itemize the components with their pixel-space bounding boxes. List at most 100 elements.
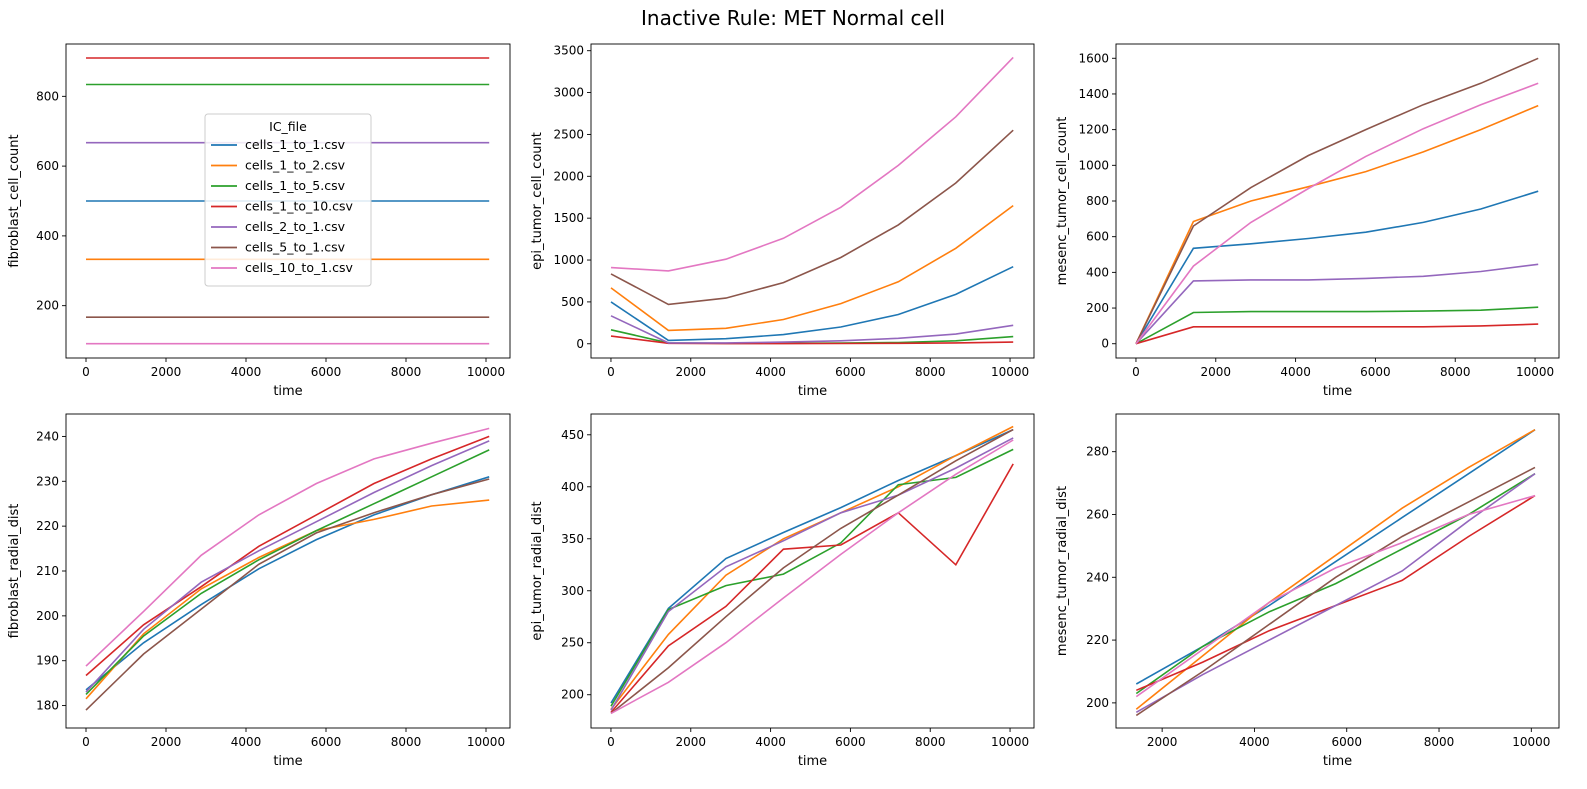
y-tick-label: 600 — [36, 159, 59, 173]
y-tick-label: 240 — [1086, 570, 1109, 584]
series-line-7 — [1135, 82, 1539, 345]
series-line-1 — [610, 428, 1014, 704]
y-tick-label: 1400 — [1078, 87, 1109, 101]
y-tick-label: 250 — [561, 636, 584, 650]
x-tick-label: 0 — [82, 735, 90, 749]
series-line-3 — [610, 448, 1014, 707]
y-tick-label: 200 — [36, 299, 59, 313]
series-line-4 — [85, 435, 490, 677]
x-tick-label: 4000 — [1239, 735, 1270, 749]
series-line-5 — [1135, 473, 1536, 713]
x-tick-label: 0 — [607, 735, 615, 749]
x-tick-label: 4000 — [231, 735, 262, 749]
y-tick-label: 1600 — [1078, 51, 1109, 65]
x-axis-label: time — [798, 384, 827, 399]
x-tick-label: 10000 — [991, 365, 1029, 379]
series-line-2 — [610, 425, 1014, 710]
x-tick-label: 2000 — [1147, 735, 1178, 749]
series-line-2 — [1135, 429, 1536, 710]
y-tick-label: 400 — [561, 480, 584, 494]
x-tick-label: 0 — [1132, 365, 1140, 379]
series-line-1 — [1135, 190, 1539, 345]
y-tick-label: 300 — [561, 584, 584, 598]
y-tick-label: 230 — [36, 474, 59, 488]
x-tick-label: 4000 — [1280, 365, 1311, 379]
chart-panel-3: 0 2000 4000 6000 8000 10000 0 200 400 600 800 1000 1… — [1055, 43, 1560, 399]
plot-frame — [65, 43, 511, 359]
y-tick-label: 180 — [36, 699, 59, 713]
legend-entry: cells_1_to_2.csv — [245, 158, 346, 173]
chart-panel-2: 0 2000 4000 6000 8000 10000 0 500 1000 1500 2000 25… — [530, 43, 1035, 399]
legend-entry: cells_1_to_10.csv — [245, 199, 354, 214]
x-tick-label: 4000 — [755, 735, 786, 749]
series-line-1 — [1135, 429, 1536, 685]
y-tick-label: 1000 — [553, 253, 584, 267]
plot-frame — [590, 413, 1035, 729]
chart-panel-6: 2000 4000 6000 8000 10000 200 220 240 260 280 time… — [1055, 413, 1560, 769]
series-line-3 — [1135, 306, 1539, 345]
y-tick-label: 400 — [36, 229, 59, 243]
y-tick-label: 200 — [1086, 301, 1109, 315]
legend-entry: cells_5_to_1.csv — [245, 240, 346, 255]
series-line-5 — [610, 315, 1014, 344]
y-tick-label: 2500 — [553, 127, 584, 141]
legend-entry: cells_2_to_1.csv — [245, 219, 346, 234]
y-tick-label: 280 — [1086, 445, 1109, 459]
y-tick-label: 220 — [1086, 633, 1109, 647]
y-tick-label: 800 — [1086, 194, 1109, 208]
series-line-6 — [85, 478, 490, 711]
x-tick-label: 10000 — [1512, 735, 1550, 749]
x-tick-label: 6000 — [311, 365, 342, 379]
series-line-1 — [85, 476, 490, 691]
y-tick-label: 3500 — [553, 44, 584, 58]
chart-panel-4: 0 2000 4000 6000 8000 10000 180 190 200 210 220 230… — [7, 413, 511, 769]
y-tick-label: 220 — [36, 519, 59, 533]
y-tick-label: 450 — [561, 428, 584, 442]
y-axis-label: fibroblast_radial_dist — [7, 504, 22, 639]
y-axis-label: fibroblast_cell_count — [7, 134, 22, 267]
x-tick-label: 8000 — [391, 365, 422, 379]
x-tick-label: 4000 — [231, 365, 262, 379]
figure-title: Inactive Rule: MET Normal cell — [641, 6, 945, 30]
x-axis-label: time — [273, 754, 302, 769]
x-tick-label: 0 — [82, 365, 90, 379]
y-tick-label: 1500 — [553, 211, 584, 225]
x-tick-label: 6000 — [311, 735, 342, 749]
y-axis-label: epi_tumor_radial_dist — [530, 501, 545, 640]
x-tick-label: 10000 — [1516, 365, 1554, 379]
y-tick-label: 200 — [561, 688, 584, 702]
series-line-7 — [610, 56, 1014, 272]
x-tick-label: 6000 — [1360, 365, 1391, 379]
chart-panel-5: 0 2000 4000 6000 8000 10000 200 250 300 350 400 450… — [530, 413, 1035, 769]
y-tick-label: 800 — [36, 89, 59, 103]
series-line-5 — [1135, 263, 1539, 345]
y-tick-label: 210 — [36, 564, 59, 578]
x-tick-label: 2000 — [676, 365, 707, 379]
y-tick-label: 190 — [36, 654, 59, 668]
x-tick-label: 8000 — [1424, 735, 1455, 749]
y-tick-label: 600 — [1086, 230, 1109, 244]
y-tick-label: 1200 — [1078, 123, 1109, 137]
series-line-5 — [610, 437, 1014, 711]
x-tick-label: 8000 — [391, 735, 422, 749]
x-tick-label: 10000 — [991, 735, 1029, 749]
legend: IC_file cells_1_to_1.csv cells_1_to_2.csvc… — [204, 113, 372, 287]
x-tick-label: 0 — [607, 365, 615, 379]
x-axis-label: time — [798, 754, 827, 769]
y-tick-label: 1000 — [1078, 158, 1109, 172]
y-tick-label: 400 — [1086, 265, 1109, 279]
legend-title: IC_file — [269, 119, 307, 134]
x-tick-label: 2000 — [151, 735, 182, 749]
series-line-4 — [610, 463, 1014, 713]
x-tick-label: 2000 — [676, 735, 707, 749]
legend-box — [204, 113, 372, 287]
legend-entry: cells_1_to_1.csv — [245, 137, 346, 152]
series-line-7 — [85, 427, 490, 667]
series-line-6 — [1135, 466, 1536, 717]
x-tick-label: 10000 — [467, 735, 505, 749]
legend-entry: cells_10_to_1.csv — [245, 260, 354, 275]
x-tick-label: 6000 — [835, 365, 866, 379]
legend-entry: cells_1_to_5.csv — [245, 178, 346, 193]
x-tick-label: 8000 — [1440, 365, 1471, 379]
